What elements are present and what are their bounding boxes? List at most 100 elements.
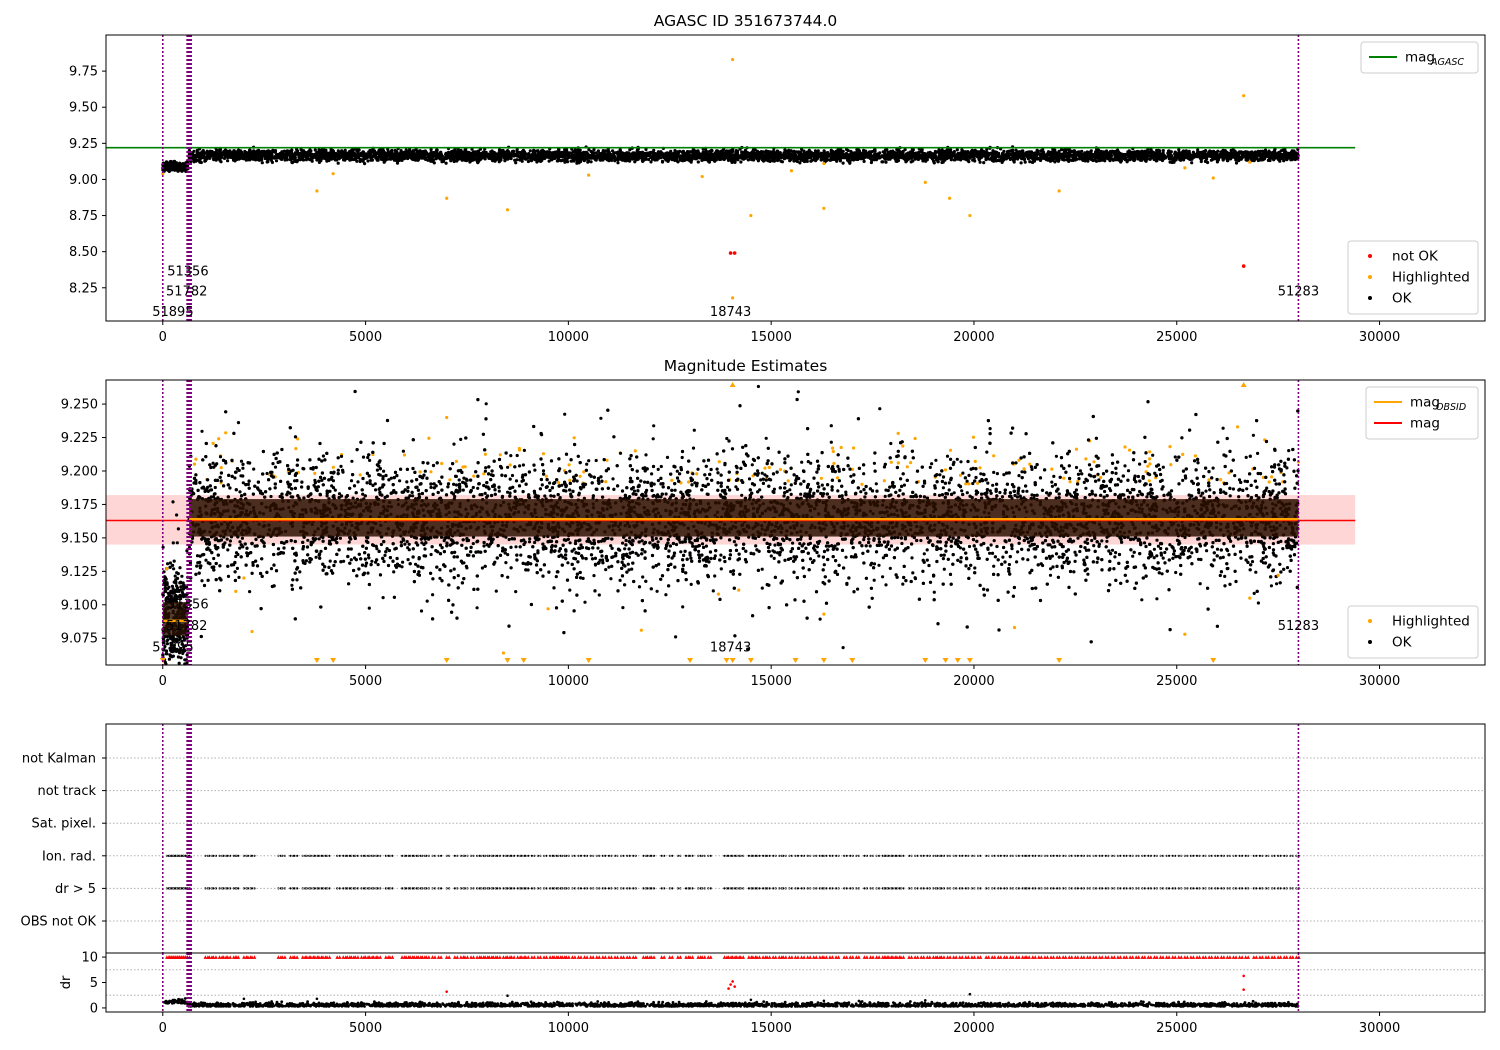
- ok-point: [487, 156, 491, 160]
- ok-point: [1161, 149, 1165, 153]
- ok-point: [439, 150, 443, 154]
- ok-point: [587, 148, 591, 152]
- ok-point: [828, 158, 833, 162]
- ok-point: [884, 148, 888, 152]
- ok-point: [660, 159, 665, 163]
- ok-point: [1063, 149, 1067, 153]
- ok-point: [842, 156, 846, 160]
- ok-point: [432, 161, 436, 165]
- ok-point: [1278, 159, 1282, 163]
- ok-point: [526, 159, 531, 164]
- ok-point: [1132, 150, 1136, 154]
- ok-point: [873, 149, 877, 153]
- ok-point: [989, 151, 993, 155]
- ok-point: [1012, 160, 1016, 164]
- ok-point: [397, 157, 401, 161]
- ok-point: [757, 151, 762, 155]
- ok-point: [290, 161, 294, 165]
- ok-point: [1072, 150, 1076, 154]
- ok-point: [594, 158, 598, 162]
- ok-point: [498, 158, 502, 162]
- ok-point: [1187, 153, 1191, 157]
- ok-point: [873, 153, 877, 157]
- ok-point: [331, 156, 335, 160]
- ok-point: [534, 149, 539, 153]
- ok-point: [164, 163, 168, 167]
- ok-point: [208, 156, 212, 160]
- ok-point: [654, 156, 658, 160]
- ok-point: [669, 149, 673, 153]
- ok-point: [480, 154, 484, 158]
- ok-point: [651, 151, 656, 155]
- ok-point: [195, 148, 199, 152]
- ok-point: [217, 157, 221, 161]
- ok-point: [628, 148, 632, 152]
- ok-point: [756, 154, 760, 158]
- ok-point: [743, 148, 748, 153]
- ok-point: [659, 156, 663, 160]
- ok-point: [464, 155, 468, 159]
- ok-point: [999, 158, 1003, 162]
- ok-point: [973, 150, 977, 154]
- ok-point: [1035, 148, 1039, 152]
- ok-point: [335, 158, 339, 162]
- ok-point: [192, 149, 196, 153]
- ok-point: [531, 156, 535, 160]
- ok-point: [1268, 154, 1273, 158]
- ok-point: [203, 159, 207, 163]
- ok-point: [422, 151, 426, 155]
- ok-point: [203, 151, 207, 155]
- ok-point: [835, 157, 839, 161]
- ok-point: [982, 161, 986, 165]
- ok-point: [309, 156, 313, 160]
- ok-point: [1160, 152, 1164, 156]
- ok-point: [563, 150, 568, 154]
- ok-point: [1092, 158, 1096, 162]
- ok-point: [942, 154, 946, 158]
- ok-point: [1167, 152, 1171, 156]
- ok-point: [1059, 148, 1064, 152]
- ok-point: [348, 158, 352, 162]
- ok-point: [780, 160, 785, 164]
- ok-point: [170, 166, 174, 170]
- ok-point: [764, 149, 768, 153]
- ok-point: [457, 150, 462, 154]
- ok-point: [1013, 151, 1017, 155]
- ok-point: [777, 158, 781, 162]
- ok-point: [596, 153, 600, 157]
- ok-point: [1126, 158, 1130, 162]
- ok-point: [528, 149, 532, 153]
- ok-point: [1094, 150, 1098, 154]
- ok-point: [463, 148, 467, 152]
- ok-point: [731, 159, 736, 163]
- ok-point: [710, 149, 714, 153]
- ok-point: [1048, 156, 1052, 160]
- ok-point: [571, 150, 576, 154]
- ok-point: [347, 152, 351, 156]
- ok-point: [616, 154, 620, 158]
- ok-point: [961, 149, 965, 153]
- ok-point: [480, 151, 484, 155]
- ok-point: [1024, 151, 1028, 155]
- ok-point: [172, 159, 177, 163]
- ok-point: [855, 155, 859, 159]
- ok-point: [1075, 152, 1079, 157]
- ok-point: [1244, 158, 1248, 162]
- ok-point: [920, 148, 924, 152]
- ok-point: [761, 150, 765, 154]
- ok-point: [183, 162, 187, 166]
- ok-point: [941, 160, 945, 164]
- ok-point: [846, 148, 850, 153]
- ok-point: [451, 157, 455, 161]
- ok-point: [1148, 157, 1152, 161]
- ok-point: [741, 155, 745, 159]
- ok-point: [544, 150, 548, 154]
- ok-point: [932, 159, 936, 163]
- ok-point: [226, 155, 230, 160]
- ok-point: [577, 161, 581, 165]
- ok-point: [1035, 152, 1039, 156]
- ok-point: [1083, 159, 1087, 163]
- ok-point: [305, 156, 309, 160]
- ok-point: [1126, 150, 1130, 154]
- ok-point: [1002, 149, 1006, 153]
